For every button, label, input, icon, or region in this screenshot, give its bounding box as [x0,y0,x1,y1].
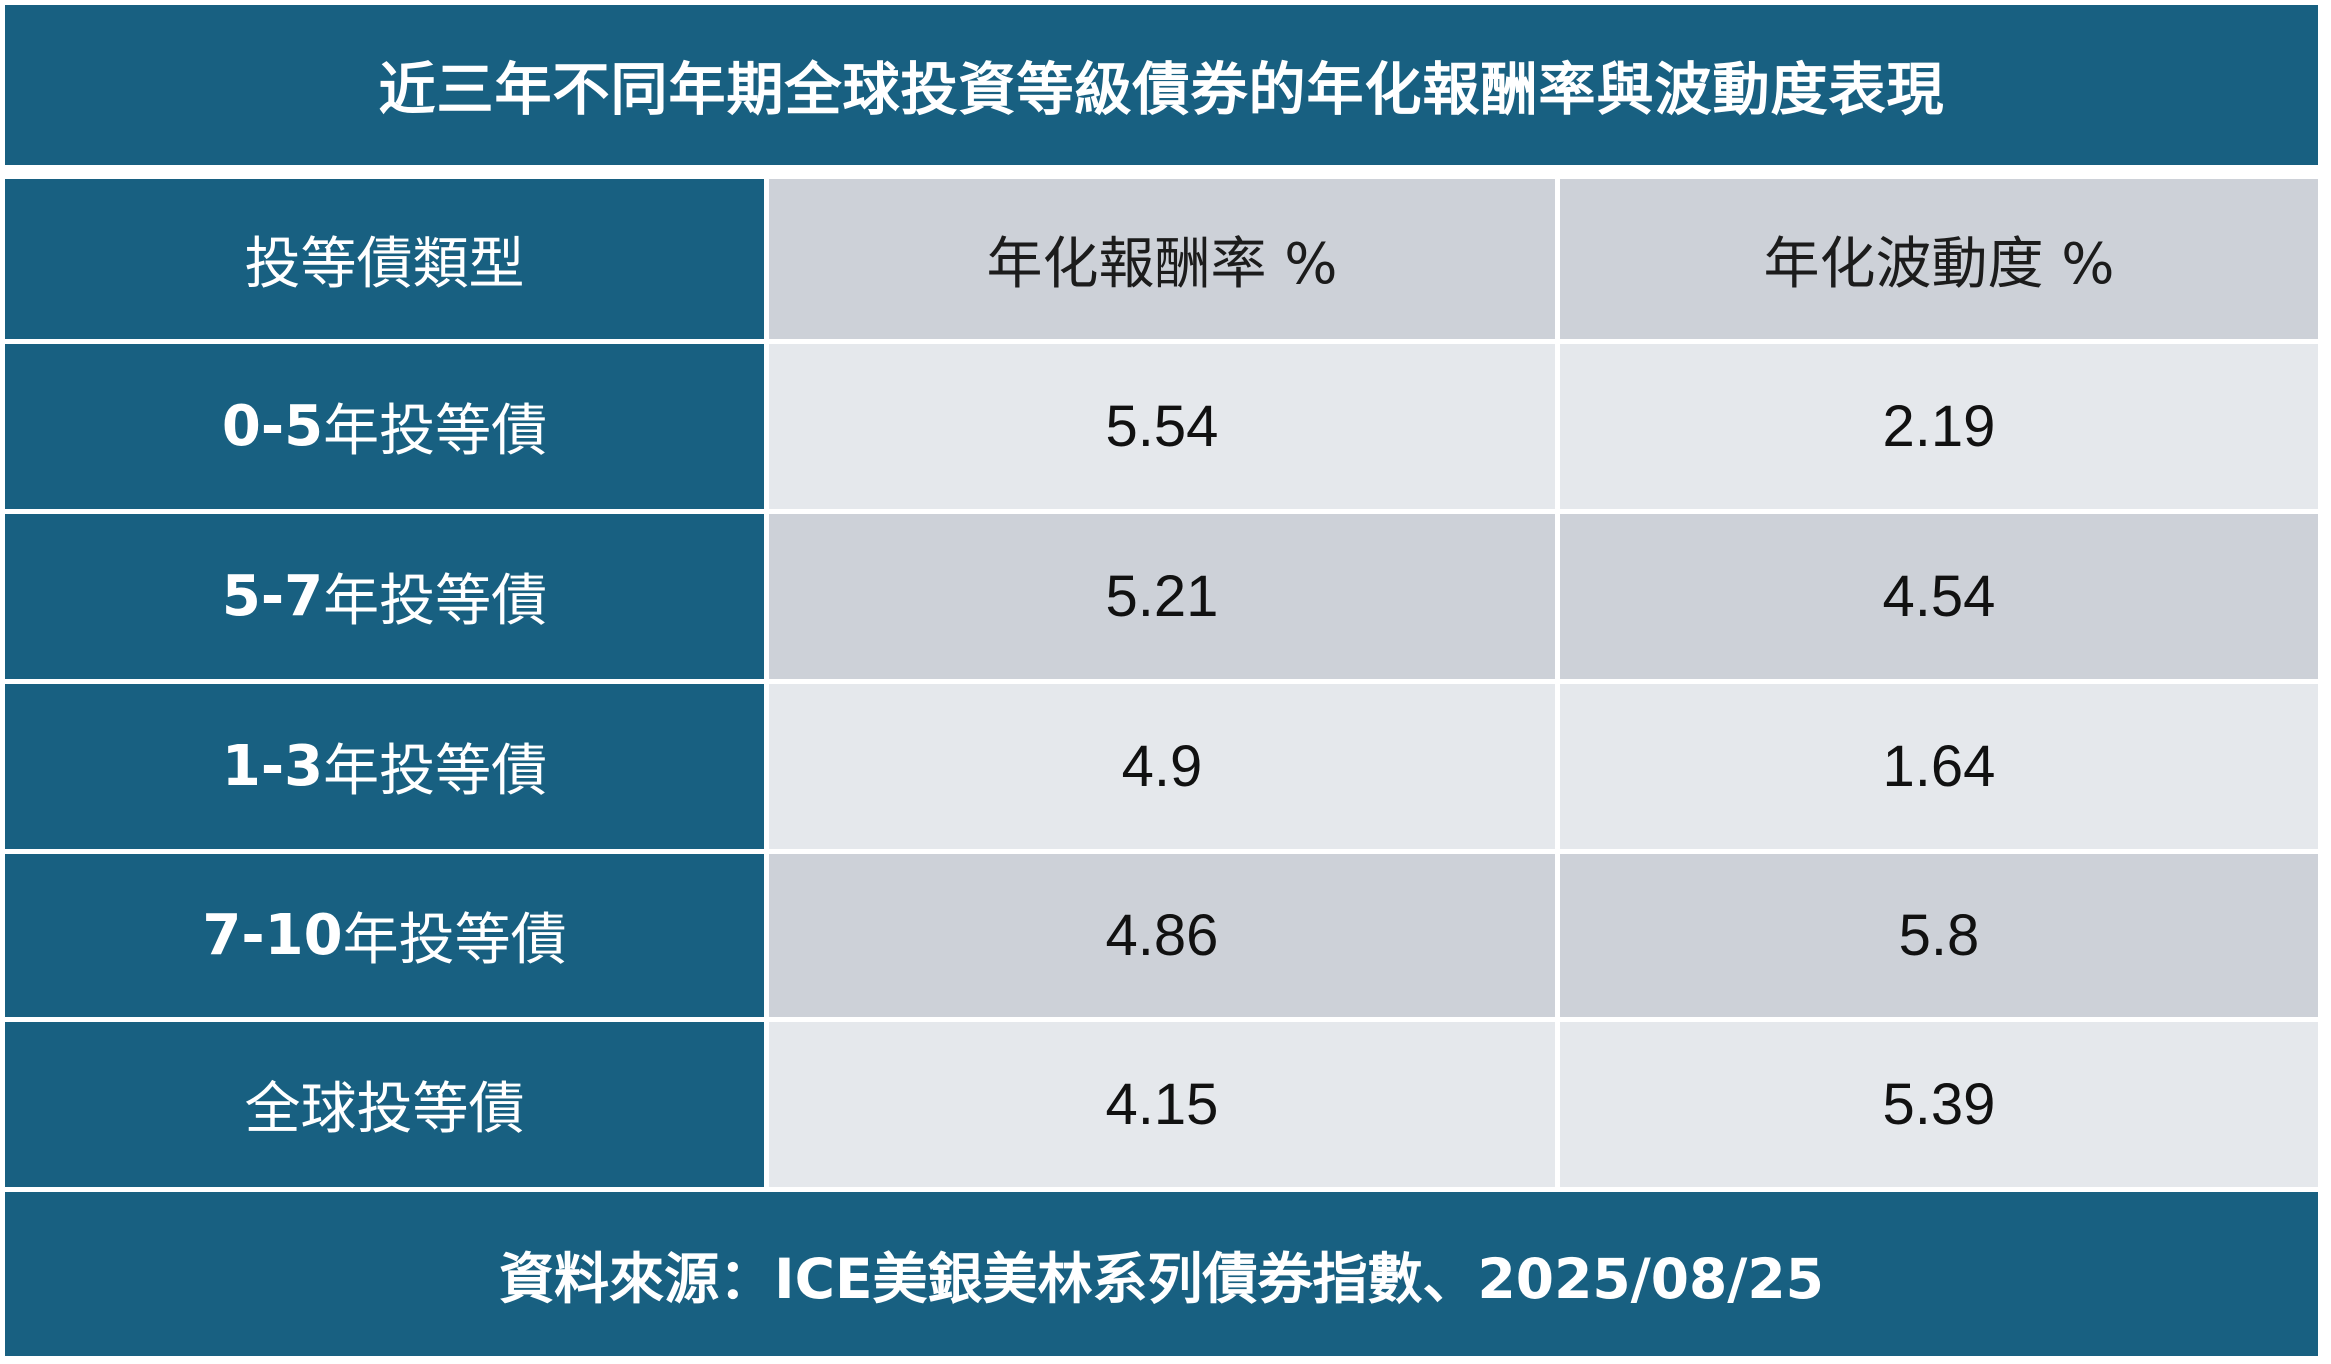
table-row: 0-5 年投等債 5.54 2.19 [5,344,2318,509]
title-text: 近三年不同年期全球投資等級債券的年化報酬率與波動度表現 [378,57,1945,123]
annual-volatility-cell: 1.64 [1560,684,2318,849]
bond-type-term: 7-10 [202,903,343,968]
bond-type-cell: 1-3 年投等債 [5,684,764,849]
bond-type-cell: 7-10 年投等債 [5,854,764,1017]
source-text: 資料來源：ICE美銀美林系列債券指數、2025/08/25 [499,1247,1824,1311]
annual-volatility-cell: 4.54 [1560,514,2318,679]
table-row: 7-10 年投等債 4.86 5.8 [5,854,2318,1017]
bond-type-label: 年投等債 [323,399,548,464]
annual-volatility-cell: 2.19 [1560,344,2318,509]
bond-type-term: 5-7 [221,564,324,629]
bond-type-label: 年投等債 [342,908,567,973]
annual-return-cell: 4.86 [769,854,1555,1017]
bond-type-term: 1-3 [221,734,324,799]
bond-type-cell: 0-5 年投等債 [5,344,764,509]
bond-type-label: 年投等債 [323,569,548,634]
table-row: 全球投等債 4.15 5.39 [5,1022,2318,1187]
annual-return-cell: 4.9 [769,684,1555,849]
source-footer: 資料來源：ICE美銀美林系列債券指數、2025/08/25 [5,1192,2318,1356]
table-row: 1-3 年投等債 4.9 1.64 [5,684,2318,849]
annual-return-cell: 4.15 [769,1022,1555,1187]
table-row: 5-7 年投等債 5.21 4.54 [5,514,2318,679]
bond-type-term: 0-5 [221,394,324,459]
annual-return-cell: 5.21 [769,514,1555,679]
annual-return-cell: 5.54 [769,344,1555,509]
header-annual-volatility: 年化波動度 % [1560,179,2318,339]
bond-type-label: 年投等債 [323,739,548,804]
table-header-row: 投等債類型 年化報酬率 % 年化波動度 % [5,179,2318,339]
header-annual-return: 年化報酬率 % [769,179,1555,339]
bond-type-cell: 5-7 年投等債 [5,514,764,679]
table-title: 近三年不同年期全球投資等級債券的年化報酬率與波動度表現 [5,5,2318,165]
annual-volatility-cell: 5.8 [1560,854,2318,1017]
header-bond-type: 投等債類型 [5,179,764,339]
bond-type-cell: 全球投等債 [5,1022,764,1187]
annual-volatility-cell: 5.39 [1560,1022,2318,1187]
bond-type-label: 全球投等債 [244,1077,525,1142]
